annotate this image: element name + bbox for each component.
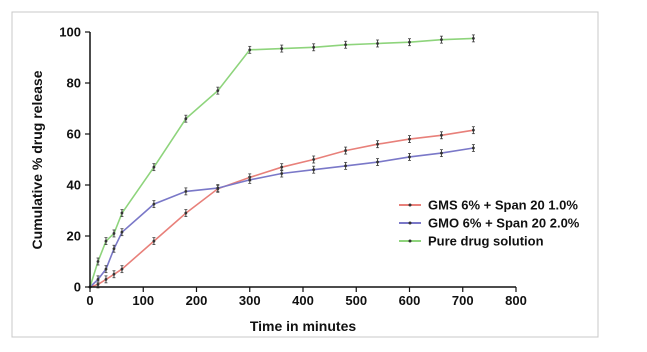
series-line xyxy=(89,129,474,288)
data-point xyxy=(96,277,100,281)
y-tick-label: 0 xyxy=(74,280,81,295)
x-tick-label: 100 xyxy=(132,293,154,308)
data-point xyxy=(216,186,220,190)
legend-label: GMS 6% + Span 20 1.0% xyxy=(428,198,578,213)
legend-item: GMO 6% + Span 20 2.0% xyxy=(399,216,580,231)
data-point xyxy=(344,43,347,47)
data-point xyxy=(472,146,475,150)
legend-item: GMS 6% + Span 20 1.0% xyxy=(399,198,578,213)
data-point xyxy=(112,232,116,235)
data-point xyxy=(408,137,411,141)
data-point xyxy=(472,128,475,132)
data-point xyxy=(440,151,443,155)
y-tick-label: 80 xyxy=(67,76,81,91)
data-point xyxy=(248,48,252,52)
data-point xyxy=(280,47,284,50)
legend-label: Pure drug solution xyxy=(428,234,544,249)
data-point xyxy=(184,211,188,215)
data-point xyxy=(248,178,252,182)
data-point xyxy=(376,160,379,164)
data-point xyxy=(408,40,411,44)
data-point xyxy=(120,211,124,215)
legend-marker xyxy=(408,221,412,225)
data-point xyxy=(184,189,188,193)
data-point xyxy=(216,89,220,93)
y-ticks: 0 20 40 60 80 100 xyxy=(59,25,90,295)
x-tick-label: 500 xyxy=(345,293,367,308)
series-line xyxy=(89,147,474,288)
x-ticks: 0 100 200 300 400 500 600 700 800 xyxy=(86,287,527,308)
data-point xyxy=(312,158,316,161)
data-point xyxy=(152,239,156,243)
data-point xyxy=(408,155,411,159)
legend-label: GMO 6% + Span 20 2.0% xyxy=(428,216,580,231)
y-tick-label: 20 xyxy=(67,229,81,244)
data-point xyxy=(96,283,100,286)
data-point xyxy=(440,38,443,42)
data-point xyxy=(104,277,108,281)
data-point xyxy=(112,272,116,276)
data-point xyxy=(376,42,379,45)
data-point xyxy=(104,267,108,271)
x-tick-label: 800 xyxy=(505,293,527,308)
x-tick-label: 700 xyxy=(452,293,474,308)
data-point xyxy=(472,36,475,40)
data-point xyxy=(152,165,156,169)
data-point xyxy=(312,45,316,49)
data-point xyxy=(376,142,379,146)
series-3 xyxy=(88,34,475,289)
data-point xyxy=(280,172,284,175)
data-point xyxy=(344,149,347,152)
data-point xyxy=(280,165,284,169)
y-axis-title: Cumulative % drug release xyxy=(29,70,45,249)
x-axis-title: Time in minutes xyxy=(250,318,357,334)
data-point xyxy=(152,202,156,206)
y-tick-label: 40 xyxy=(67,178,81,193)
data-point xyxy=(112,247,116,251)
data-point xyxy=(120,267,124,271)
data-point xyxy=(120,230,124,234)
x-tick-label: 300 xyxy=(239,293,261,308)
x-tick-label: 200 xyxy=(186,293,208,308)
data-point xyxy=(312,168,316,172)
series-layer xyxy=(88,34,475,289)
plot-border xyxy=(11,11,599,338)
x-tick-label: 400 xyxy=(292,293,314,308)
data-point xyxy=(440,133,443,137)
data-point xyxy=(344,164,347,168)
data-point xyxy=(104,239,108,243)
data-point xyxy=(184,117,188,121)
x-tick-label: 0 xyxy=(86,293,93,308)
legend-item: Pure drug solution xyxy=(399,234,544,249)
series-line xyxy=(89,37,474,288)
y-tick-label: 60 xyxy=(67,127,81,142)
y-tick-label: 100 xyxy=(59,25,81,40)
data-point xyxy=(96,260,100,263)
legend-marker xyxy=(408,239,412,243)
x-tick-label: 600 xyxy=(399,293,421,308)
legend: GMS 6% + Span 20 1.0% GMO 6% + Span 20 2.… xyxy=(399,198,580,249)
legend-marker xyxy=(408,203,412,207)
